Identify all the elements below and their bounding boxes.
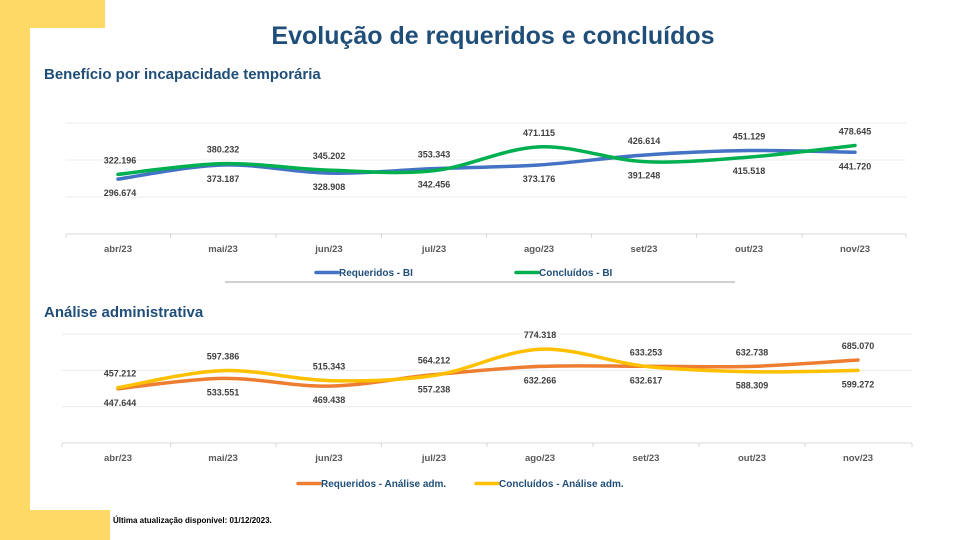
data-label: 328.908 <box>313 182 346 192</box>
data-label: 557.238 <box>418 385 451 395</box>
data-label: 322.196 <box>104 155 137 165</box>
data-label: 457.212 <box>104 369 137 379</box>
series-line-requeridos <box>116 358 860 391</box>
x-tick-label: mai/23 <box>208 453 238 464</box>
data-label: 391.248 <box>628 171 661 181</box>
x-tick-label: ago/23 <box>524 244 554 255</box>
chart-2-title: Análise administrativa <box>44 304 204 321</box>
data-label: 632.738 <box>736 347 769 357</box>
x-tick-label: mai/23 <box>208 244 238 255</box>
data-label: 353.343 <box>418 150 451 160</box>
data-label: 373.187 <box>207 174 240 184</box>
data-label: 632.617 <box>630 375 663 385</box>
data-label: 599.272 <box>842 379 875 389</box>
data-label: 373.176 <box>523 174 556 184</box>
x-tick-label: set/23 <box>633 453 660 464</box>
data-label: 633.253 <box>630 347 663 357</box>
data-label: 597.386 <box>207 352 240 362</box>
data-label: 515.343 <box>313 362 346 372</box>
data-label: 533.551 <box>207 387 240 397</box>
data-label: 632.266 <box>524 375 557 385</box>
legend-label: Requeridos - BI <box>339 268 413 279</box>
x-tick-label: abr/23 <box>104 244 132 255</box>
accent-band-left <box>0 0 30 540</box>
data-label: 345.202 <box>313 151 346 161</box>
x-tick-label: jun/23 <box>314 244 342 255</box>
chart-1-title: Benefício por incapacidade temporária <box>44 66 321 83</box>
x-tick-label: jul/23 <box>421 453 446 464</box>
x-tick-label: ago/23 <box>525 453 555 464</box>
accent-band-bottom <box>0 510 110 540</box>
legend-label: Concluídos - Análise adm. <box>499 479 624 490</box>
data-label: 564.212 <box>418 356 451 366</box>
series-line-concluidos <box>116 347 860 390</box>
x-tick-label: jun/23 <box>314 453 342 464</box>
x-tick-label: nov/23 <box>843 453 873 464</box>
data-label: 451.129 <box>733 132 766 142</box>
x-tick-label: out/23 <box>738 453 766 464</box>
legend-label: Requeridos - Análise adm. <box>321 479 446 490</box>
data-label: 426.614 <box>628 136 661 146</box>
data-label: 478.645 <box>839 126 872 136</box>
page-title: Evolução de requeridos e concluídos <box>271 22 715 50</box>
data-label: 685.070 <box>842 341 875 351</box>
x-tick-label: jul/23 <box>421 244 446 255</box>
data-label: 415.518 <box>733 166 766 176</box>
data-label: 469.438 <box>313 395 346 405</box>
data-label: 380.232 <box>207 145 240 155</box>
x-tick-label: set/23 <box>631 244 658 255</box>
data-label: 441.720 <box>839 161 872 171</box>
data-label: 447.644 <box>104 398 137 408</box>
data-label: 588.309 <box>736 381 769 391</box>
x-tick-label: out/23 <box>735 244 763 255</box>
x-tick-label: nov/23 <box>840 244 870 255</box>
x-tick-label: abr/23 <box>104 453 132 464</box>
legend-label: Concluídos - BI <box>539 268 613 279</box>
last-update-note: Última atualização disponível: 01/12/202… <box>113 516 272 525</box>
data-label: 471.115 <box>523 128 555 138</box>
data-label: 296.674 <box>104 188 137 198</box>
data-label: 342.456 <box>418 180 451 190</box>
series-line-concluidos <box>116 143 857 177</box>
accent-band-top <box>0 0 105 28</box>
data-label: 774.318 <box>524 330 557 340</box>
